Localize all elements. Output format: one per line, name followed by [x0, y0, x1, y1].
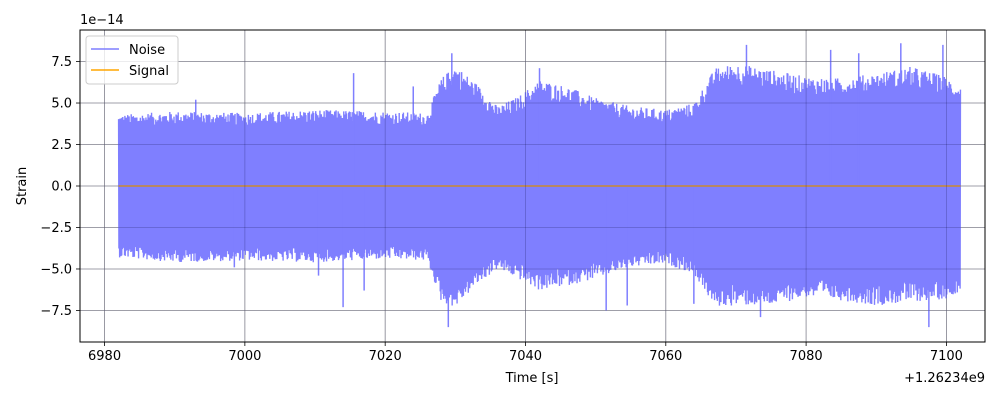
x-tick-label: 7060 [649, 349, 682, 364]
legend-signal-label: Signal [129, 64, 169, 79]
grid-overlay [80, 30, 985, 342]
y-axis-label: Strain [15, 167, 30, 206]
y-tick-label: 5.0 [51, 97, 72, 112]
y-tick-label: −2.5 [40, 221, 72, 236]
legend-box [85, 35, 179, 85]
legend-noise-label: Noise [129, 43, 165, 58]
x-tick-label: 7080 [790, 349, 823, 364]
series-layer [117, 43, 962, 328]
x-offset-text: +1.26234e9 [904, 371, 985, 386]
x-tick-label: 6980 [88, 349, 121, 364]
y-tick-label: 7.5 [51, 55, 72, 70]
x-axis-label: Time [s] [505, 371, 559, 386]
y-tick-label: −5.0 [40, 262, 72, 277]
y-scale-text: 1e−14 [80, 13, 124, 28]
ticks: 6980 7000 7020 7040 7060 7080 7100 −7.5 −5.0 −2.5… [40, 55, 963, 364]
y-tick-label: −7.5 [40, 304, 72, 319]
x-tick-label: 7100 [930, 349, 963, 364]
y-tick-label: 0.0 [51, 180, 72, 195]
x-tick-label: 7020 [369, 349, 402, 364]
x-tick-label: 7000 [228, 349, 261, 364]
x-tick-label: 7040 [509, 349, 542, 364]
legend: Noise Signal [85, 35, 179, 85]
y-tick-label: 2.5 [51, 138, 72, 153]
